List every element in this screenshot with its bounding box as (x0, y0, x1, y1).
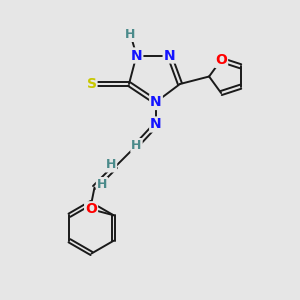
Text: N: N (150, 95, 162, 109)
Text: H: H (106, 158, 116, 172)
Text: H: H (131, 139, 142, 152)
Text: O: O (215, 53, 227, 67)
Text: N: N (131, 49, 142, 62)
Text: H: H (125, 28, 136, 41)
Text: S: S (86, 77, 97, 91)
Text: N: N (164, 49, 175, 62)
Text: N: N (150, 118, 162, 131)
Text: O: O (85, 202, 97, 216)
Text: H: H (97, 178, 107, 191)
